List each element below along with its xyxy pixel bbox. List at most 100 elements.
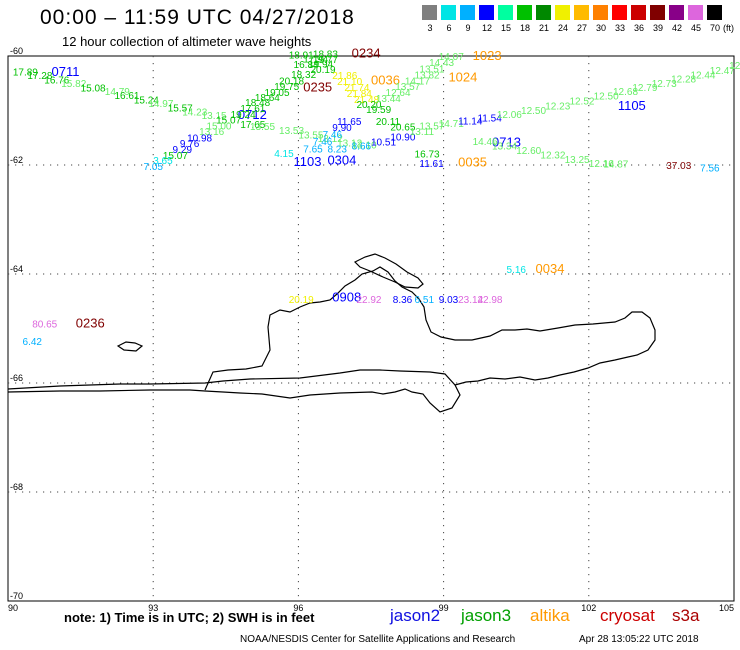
pass-time-label: 0035	[458, 155, 487, 170]
wave-height-value: 18.48	[245, 98, 270, 109]
legend-label: 30	[595, 23, 606, 33]
graticule: 90 93 96 99 102 105 -60 -62 -64 -66 -68 -70	[8, 46, 734, 613]
wave-height-value: 23.14	[458, 295, 483, 306]
wave-height-value: 13.82	[415, 70, 440, 81]
legend-swatch	[421, 5, 437, 20]
wave-height-value: 12.68	[613, 87, 638, 98]
wave-height-value: 14.87	[603, 160, 628, 171]
lat-tick-label: -62	[10, 155, 23, 165]
wave-height-value: 12.23	[545, 101, 570, 112]
wave-height-value: 17.94	[303, 55, 328, 66]
wave-height-value: 12.73	[652, 79, 677, 90]
legend-label: 18	[519, 23, 530, 33]
wave-height-value: 21.84	[347, 89, 372, 100]
wave-height-value: 16.61	[114, 91, 139, 102]
wave-height-value: 9.29	[173, 145, 193, 156]
lon-tick-label: 93	[148, 603, 158, 613]
satellite-altika: altika	[530, 606, 570, 625]
wave-height-value: 13.34	[492, 142, 517, 153]
pass-time-label: 1105	[618, 98, 646, 113]
lon-tick-label: 102	[581, 603, 596, 613]
wave-height-value: 16.84	[294, 60, 319, 71]
wave-height-value: 12.44	[690, 70, 715, 81]
wave-height-value: 19.59	[366, 105, 391, 116]
wave-height-value: 20.20	[356, 100, 381, 111]
wave-height-value: 20.65	[390, 123, 415, 134]
lon-tick-label: 105	[719, 603, 734, 613]
wave-height-value: 14.17	[405, 76, 430, 87]
wave-height-value: 19.05	[265, 88, 290, 99]
legend-label: 36	[633, 23, 644, 33]
wave-height-value: 15.08	[81, 83, 106, 94]
wave-height-value: 11.61	[419, 159, 444, 170]
wave-height-value: 80.65	[32, 319, 57, 330]
pass-time-label: 0908	[332, 289, 361, 304]
pass-time-label: 1103	[294, 154, 322, 169]
wave-height-value: 37.03	[666, 161, 691, 172]
legend-swatch	[611, 5, 627, 20]
lat-tick-label: -68	[10, 482, 23, 492]
wave-height-value: 14.43	[429, 58, 454, 69]
wave-height-value: 6.51	[415, 295, 435, 306]
wave-height-value: 20.11	[376, 117, 401, 128]
wave-height-value: 7.56	[700, 164, 720, 175]
map-frame	[7, 55, 735, 602]
wave-height-value: 10.90	[390, 132, 415, 143]
legend-swatch	[630, 5, 646, 20]
footer-note: note: 1) Time is in UTC; 2) SWH is in fe…	[64, 610, 315, 625]
pass-time-label: 0234	[352, 46, 381, 61]
wave-height-value: 13.55	[298, 130, 323, 141]
wave-height-value: 15.57	[168, 104, 193, 115]
legend-swatch	[535, 5, 551, 20]
lat-tick-label: -66	[10, 373, 23, 383]
wave-height-value: 13.16	[199, 127, 224, 138]
wave-height-value: 14.79	[105, 87, 130, 98]
wave-height-value: 10.51	[371, 137, 396, 148]
wave-height-value: 12.16	[589, 159, 614, 170]
wave-height-value: 4.15	[274, 149, 294, 160]
lat-tick-label: -60	[10, 46, 23, 56]
legend-swatch	[554, 5, 570, 20]
legend-swatch	[459, 5, 475, 20]
legend-label: 21	[538, 23, 549, 33]
legend-label: 42	[671, 23, 682, 33]
pass-time-label: 0235	[303, 79, 332, 94]
wave-height-value: 6.42	[23, 337, 43, 348]
wave-height-value: 11.14	[458, 117, 483, 128]
pass-time-label: 0036	[371, 72, 400, 87]
wave-height-value: 13.15	[202, 111, 227, 122]
wave-height-value: 20.19	[311, 65, 336, 76]
wave-height-value: 17.89	[13, 68, 38, 79]
wave-height-value: 5.16	[507, 265, 527, 276]
legend-swatch	[440, 5, 456, 20]
wave-height-value: 12.60	[516, 146, 541, 157]
wave-height-value: 7.05	[144, 162, 164, 173]
pass-time-label: 1024	[448, 70, 477, 85]
legend-label: 39	[652, 23, 663, 33]
pass-time-label: 1023	[473, 48, 502, 63]
legend-label: 6	[446, 23, 452, 33]
pass-time-label: 0034	[536, 261, 565, 276]
wave-height-value: 17.28	[27, 71, 52, 82]
lat-tick-label: -64	[10, 264, 23, 274]
wave-height-value: 18.32	[291, 70, 316, 81]
wave-height-value: 20.18	[279, 76, 304, 87]
wave-height-value: 15.07	[216, 116, 241, 127]
legend-label: 27	[576, 23, 587, 33]
wave-height-value: 15.00	[206, 122, 231, 133]
wave-height-value: 21.48	[354, 95, 379, 106]
wave-height-value: 19.94	[308, 59, 333, 70]
satellite-s3a: s3a	[672, 606, 700, 625]
legend-label: 33	[614, 23, 625, 33]
wave-height-value: 17.65	[240, 120, 265, 131]
lat-tick-label: -70	[10, 591, 23, 601]
lon-tick-label: 99	[439, 603, 449, 613]
wave-height-value: 12.47	[710, 66, 735, 77]
wave-height-value: 19.77	[313, 55, 338, 66]
wave-height-value: 8.66	[352, 142, 372, 153]
wave-height-value: 14.46	[473, 137, 498, 148]
legend-label: 15	[500, 23, 511, 33]
credit-line: NOAA/NESDIS Center for Satellite Applica…	[240, 634, 516, 645]
